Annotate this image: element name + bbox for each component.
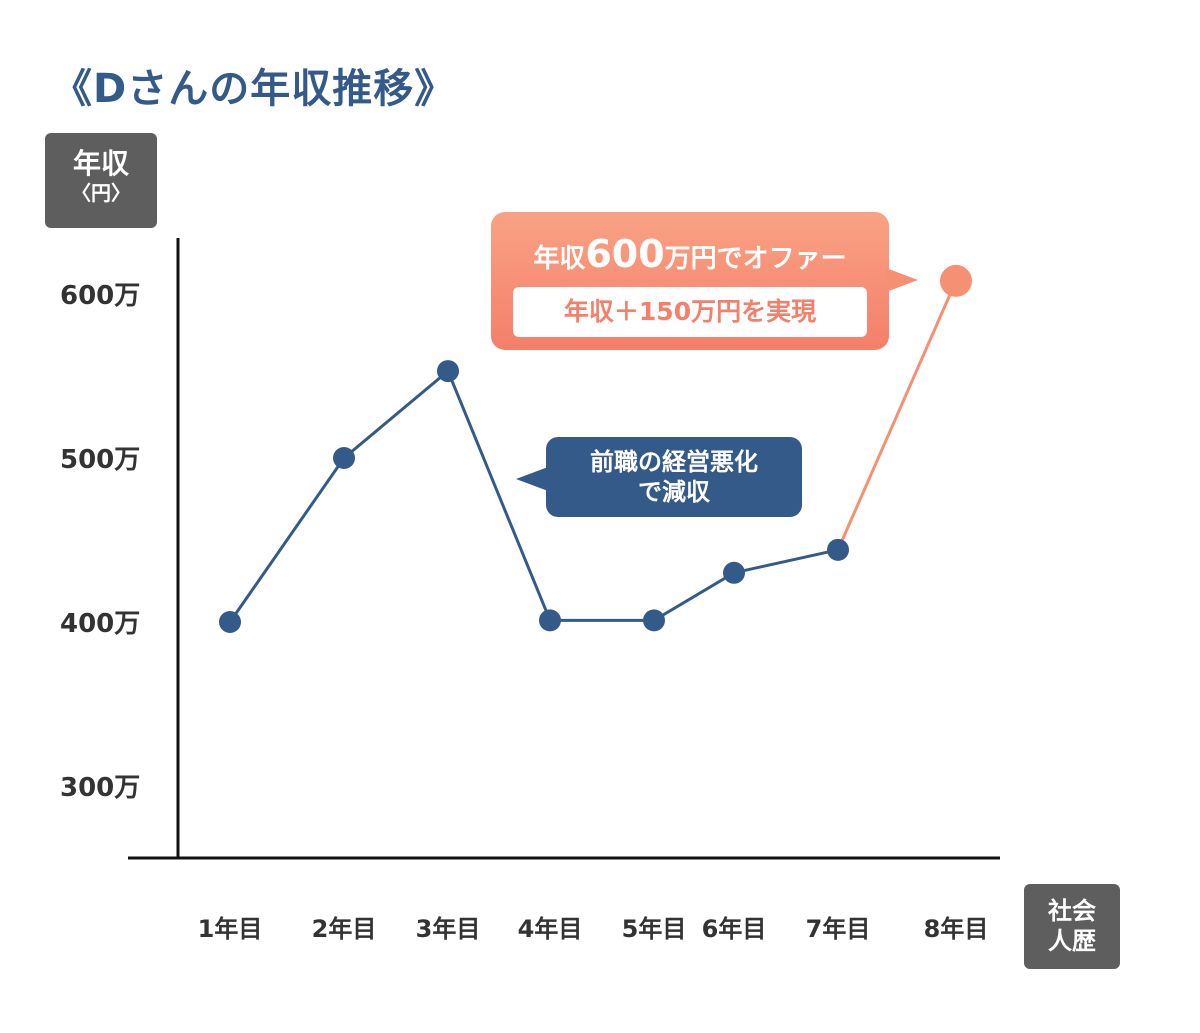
x-tick-label: 5年目 <box>622 915 687 943</box>
x-axis-label-line2: 人歴 <box>1048 927 1096 955</box>
offer-suffix: 万円でオファー <box>664 244 847 274</box>
series-segment <box>228 457 346 623</box>
data-point <box>333 447 355 469</box>
offer-prefix: 年収 <box>533 244 586 274</box>
data-point <box>723 561 745 584</box>
series-segment <box>836 280 958 551</box>
series-segment <box>446 370 552 621</box>
chart-title: 《Dさんの年収推移》 <box>52 66 456 112</box>
series-segment <box>733 548 839 575</box>
offer-callout-sub: 年収＋150万円を実現 <box>513 287 867 337</box>
drop-callout-line1: 前職の経営悪化 <box>590 448 758 476</box>
x-axis-label: 社会 人歴 <box>1024 884 1120 969</box>
drop-callout-line2: で減収 <box>638 478 710 506</box>
data-point <box>219 611 241 633</box>
y-axis-label-line1: 年収 <box>72 147 129 180</box>
y-axis-label-line2: 〈円〉 <box>71 181 131 205</box>
x-tick-label: 2年目 <box>312 915 377 943</box>
x-tick-label: 3年目 <box>416 915 481 943</box>
x-tick-label: 8年目 <box>924 915 989 943</box>
x-tick-label: 4年目 <box>518 915 583 943</box>
data-point <box>827 538 849 561</box>
y-tick-label: 300万 <box>60 773 140 803</box>
x-axis-label-line1: 社会 <box>1048 897 1096 925</box>
offer-callout-pointer <box>886 268 918 292</box>
data-point <box>940 264 972 297</box>
offer-amount: 600 <box>585 232 665 276</box>
y-axis-label: 年収 〈円〉 <box>45 133 157 228</box>
offer-callout-title: 年収600万円でオファー <box>491 232 889 276</box>
offer-callout: 年収600万円でオファー 年収＋150万円を実現 <box>491 212 889 350</box>
y-tick-label: 400万 <box>60 609 140 639</box>
y-tick-label: 500万 <box>60 445 140 475</box>
data-point <box>539 609 561 632</box>
data-point <box>643 609 665 632</box>
x-tick-label: 1年目 <box>198 915 263 943</box>
drop-callout-pointer <box>516 467 548 491</box>
x-tick-label: 6年目 <box>702 915 767 943</box>
x-tick-label: 7年目 <box>806 915 871 943</box>
y-tick-label: 600万 <box>60 281 140 311</box>
series-segment <box>653 571 735 622</box>
series-segment <box>343 369 449 460</box>
data-point <box>437 360 459 383</box>
drop-callout: 前職の経営悪化 で減収 <box>546 437 802 517</box>
